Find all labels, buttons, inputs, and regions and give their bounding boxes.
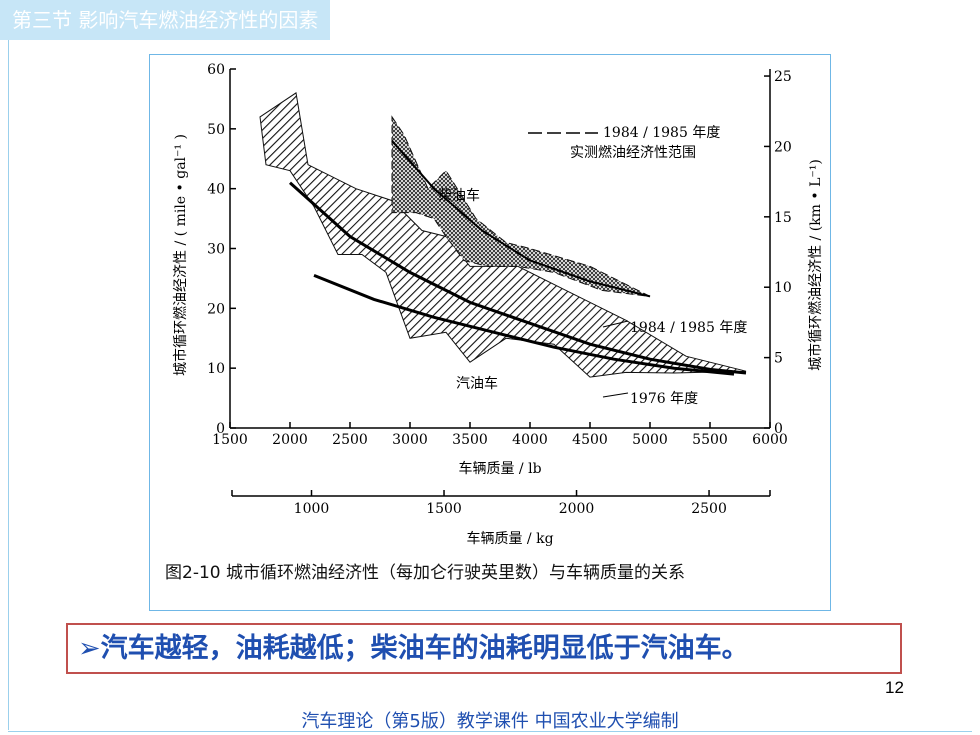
y2-axis-label: 城市循环燃油经济性 / (km • L⁻¹) (807, 159, 824, 371)
leader-1984 (602, 320, 629, 328)
leader-1976 (602, 392, 629, 398)
y2-tick-label-10: 10 (774, 280, 792, 296)
x-tick-label-4000: 4000 (512, 432, 548, 448)
fuel-economy-chart: 0 10 20 30 40 50 60 0 5 10 15 20 25 1500 2000 2500 3000 3… (172, 62, 824, 547)
x2-axis-label: 车辆质量 / kg (466, 530, 553, 547)
y-tick-label-30: 30 (207, 242, 225, 258)
x2-tick-label-1000: 1000 (294, 501, 330, 517)
annotation-gasoline: 汽油车 (456, 375, 498, 392)
y2-tick-label-0: 0 (774, 421, 783, 437)
legend-label-year: 1984 / 1985 年度 (603, 125, 720, 141)
legend-label-range: 实测燃油经济性范围 (570, 144, 696, 161)
curve-1976 (313, 274, 735, 376)
page-number: 12 (885, 678, 904, 697)
x-axis-label: 车辆质量 / lb (458, 460, 541, 477)
annotation-curve-1984: 1984 / 1985 年度 (630, 320, 747, 336)
x-tick-label-5000: 5000 (632, 432, 668, 448)
y2-tick-label-25: 25 (774, 69, 792, 85)
y-tick-label-0: 0 (216, 421, 225, 437)
curve-diesel-1984 (391, 140, 651, 298)
y-axis-label: 城市循环燃油经济性 / ( mile • gal⁻¹ ) (172, 134, 189, 376)
x-tick-label-2000: 2000 (272, 432, 308, 448)
x-tick-label-4500: 4500 (572, 432, 608, 448)
y-tick-label-10: 10 (207, 361, 225, 377)
conclusion-text: ➢汽车越轻，油耗越低；柴油车的油耗明显低于汽油车。 (66, 623, 902, 674)
x-tick-label-5500: 5500 (692, 432, 728, 448)
annotation-curve-1976: 1976 年度 (630, 391, 698, 407)
annotation-diesel: 柴油车 (438, 187, 480, 204)
y2-tick-label-20: 20 (774, 139, 792, 155)
x2-tick-label-1500: 1500 (426, 501, 462, 517)
x-tick-label-3500: 3500 (452, 432, 488, 448)
x-tick-label-6000: 6000 (752, 432, 788, 448)
bottom-border-line (8, 731, 972, 732)
y2-tick-label-5: 5 (774, 351, 783, 367)
y-tick-label-60: 60 (207, 62, 225, 78)
footer-text: 汽车理论（第5版）教学课件 中国农业大学编制 (301, 711, 679, 732)
section-title: 第三节 影响汽车燃油经济性的因素 (0, 0, 331, 40)
y-tick-label-40: 40 (207, 182, 225, 198)
x-tick-label-3000: 3000 (392, 432, 428, 448)
figure-frame: 0 10 20 30 40 50 60 0 5 10 15 20 25 1500 2000 2500 3000 3… (149, 54, 831, 611)
x2-tick-label-2000: 2000 (559, 501, 595, 517)
curve-1984-1985 (288, 181, 747, 375)
gasoline-range-band (259, 92, 747, 378)
x-tick-label-2500: 2500 (332, 432, 368, 448)
y2-tick-label-15: 15 (774, 210, 792, 226)
left-border-line (8, 40, 9, 730)
diesel-range-band (391, 115, 651, 297)
x2-tick-label-2500: 2500 (691, 501, 727, 517)
y-tick-label-20: 20 (207, 301, 225, 317)
x-tick-label-1500: 1500 (212, 432, 248, 448)
y-tick-label-50: 50 (207, 122, 225, 138)
figure-caption: 图2-10 城市循环燃油经济性（每加仑行驶英里数）与车辆质量的关系 (165, 563, 685, 583)
